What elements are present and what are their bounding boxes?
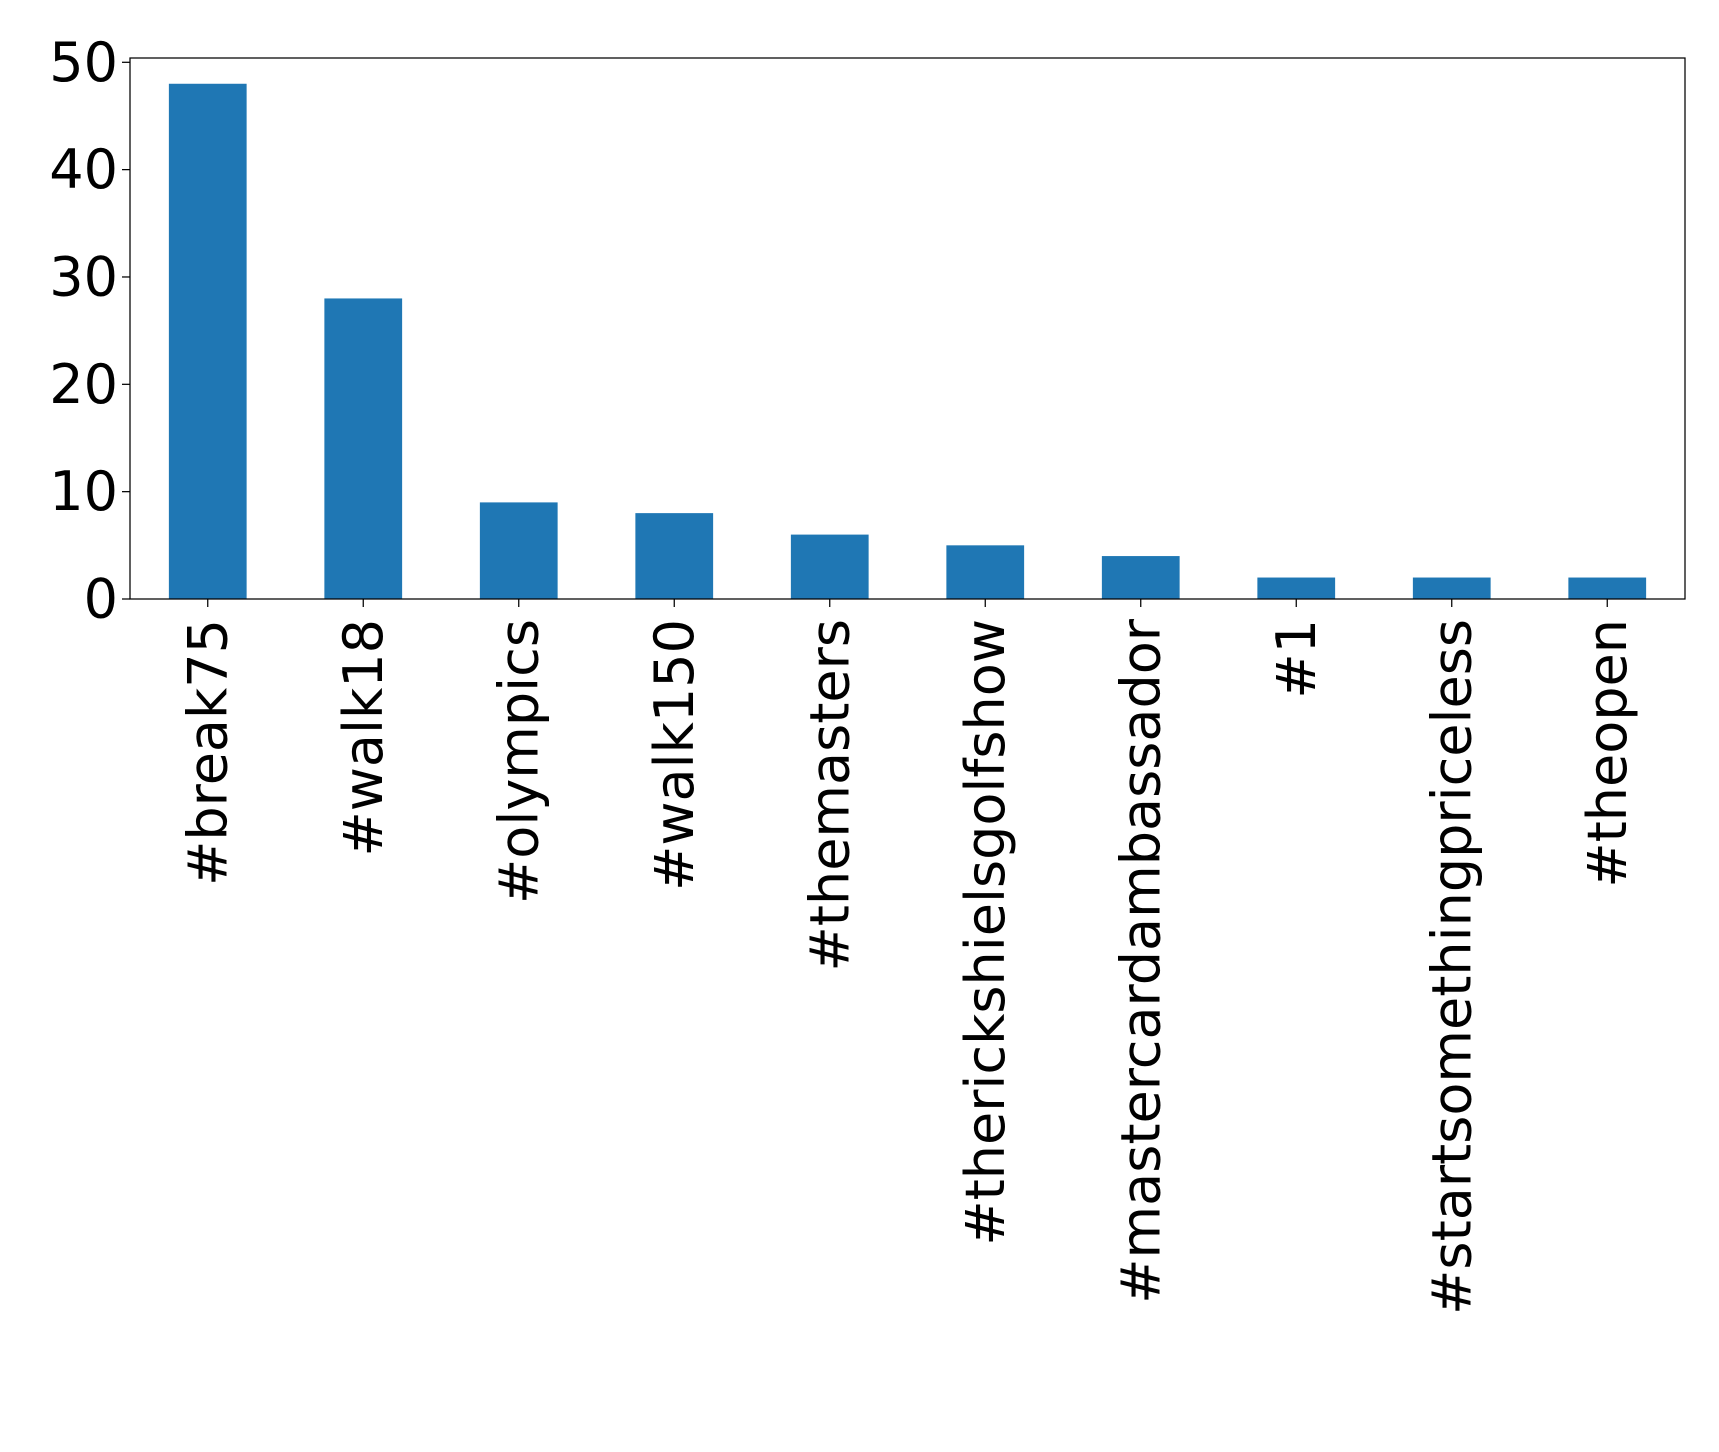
bar-theopen — [1568, 577, 1647, 599]
bar-mastercardambassador — [1101, 556, 1180, 599]
bar-startsomethingpriceless — [1412, 577, 1491, 599]
x-tick-label: #startsomethingpriceless — [1420, 619, 1483, 1315]
y-tick-label: 10 — [49, 460, 118, 523]
x-tick-label: #1 — [1265, 619, 1328, 699]
y-tick-label: 40 — [49, 138, 118, 201]
x-tick-label: #mastercardambassador — [1109, 618, 1172, 1304]
bars — [168, 83, 1647, 599]
x-tick-label: #walk150 — [643, 619, 706, 891]
bar-walk18 — [324, 298, 403, 599]
y-tick-label: 50 — [49, 31, 118, 94]
x-tick-label: #olympics — [487, 619, 550, 904]
x-tick-label: #theopen — [1576, 619, 1639, 888]
y-tick-label: 30 — [49, 245, 118, 308]
bar-therickshielsgolfshow — [946, 545, 1025, 599]
y-tick-label: 20 — [49, 353, 118, 416]
x-tick-label: #break75 — [176, 619, 239, 886]
axes-frame — [129, 57, 1686, 600]
bar-break75 — [168, 83, 247, 599]
x-tick-label: #therickshielsgolfshow — [954, 619, 1017, 1246]
bar-olympics — [479, 502, 558, 599]
x-tick-label: #themasters — [798, 619, 861, 971]
x-axis: #break75 #walk18 #olympics #walk150 #themast… — [176, 599, 1639, 1315]
bar-themasters — [790, 534, 869, 599]
y-tick-label: 0 — [84, 568, 118, 631]
y-axis: 0 10 20 30 40 50 — [49, 31, 130, 631]
x-tick-label: #walk18 — [332, 619, 395, 857]
bar-1 — [1257, 577, 1336, 599]
bar-walk150 — [635, 513, 714, 599]
